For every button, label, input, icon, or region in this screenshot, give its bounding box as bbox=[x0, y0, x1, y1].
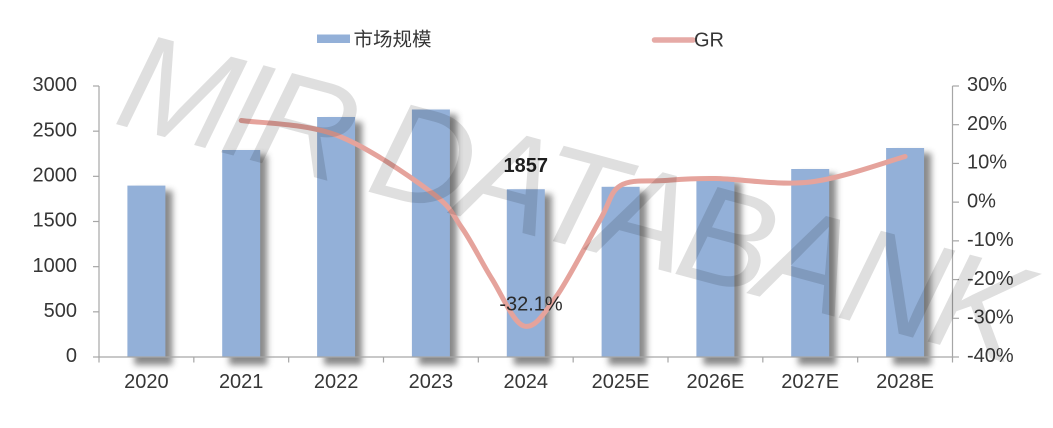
svg-text:2028E: 2028E bbox=[876, 371, 934, 393]
svg-text:500: 500 bbox=[44, 300, 77, 322]
svg-text:2024: 2024 bbox=[504, 371, 549, 393]
svg-text:0%: 0% bbox=[967, 190, 996, 212]
svg-text:1857: 1857 bbox=[504, 155, 549, 177]
svg-text:2025E: 2025E bbox=[592, 371, 650, 393]
svg-text:2027E: 2027E bbox=[781, 371, 839, 393]
svg-text:-20%: -20% bbox=[967, 268, 1014, 290]
svg-text:-32.1%: -32.1% bbox=[499, 294, 563, 316]
svg-text:2020: 2020 bbox=[124, 371, 169, 393]
svg-text:GR: GR bbox=[694, 30, 724, 52]
svg-text:-30%: -30% bbox=[967, 307, 1014, 329]
svg-text:1000: 1000 bbox=[33, 255, 78, 277]
svg-text:0: 0 bbox=[66, 345, 77, 367]
svg-text:2021: 2021 bbox=[219, 371, 264, 393]
svg-text:2000: 2000 bbox=[33, 165, 78, 187]
svg-text:2500: 2500 bbox=[33, 119, 78, 141]
svg-text:2026E: 2026E bbox=[686, 371, 744, 393]
svg-text:-40%: -40% bbox=[967, 345, 1014, 367]
svg-text:20%: 20% bbox=[967, 113, 1007, 135]
svg-text:2023: 2023 bbox=[409, 371, 454, 393]
svg-text:3000: 3000 bbox=[33, 74, 78, 96]
svg-text:-10%: -10% bbox=[967, 229, 1014, 251]
svg-text:1500: 1500 bbox=[33, 210, 78, 232]
svg-text:10%: 10% bbox=[967, 152, 1007, 174]
svg-text:30%: 30% bbox=[967, 74, 1007, 96]
svg-text:2022: 2022 bbox=[314, 371, 359, 393]
